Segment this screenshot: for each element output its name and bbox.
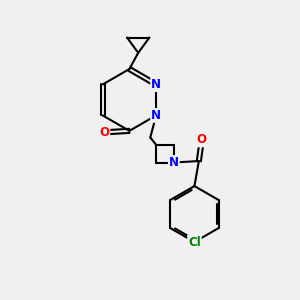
Text: O: O bbox=[197, 133, 207, 146]
Text: N: N bbox=[169, 156, 179, 169]
Text: N: N bbox=[151, 109, 161, 122]
Text: O: O bbox=[99, 126, 110, 139]
Text: N: N bbox=[151, 78, 161, 91]
Text: Cl: Cl bbox=[188, 236, 201, 248]
